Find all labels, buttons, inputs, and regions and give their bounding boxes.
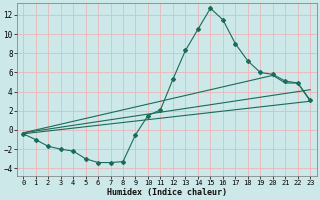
X-axis label: Humidex (Indice chaleur): Humidex (Indice chaleur) [107,188,227,197]
